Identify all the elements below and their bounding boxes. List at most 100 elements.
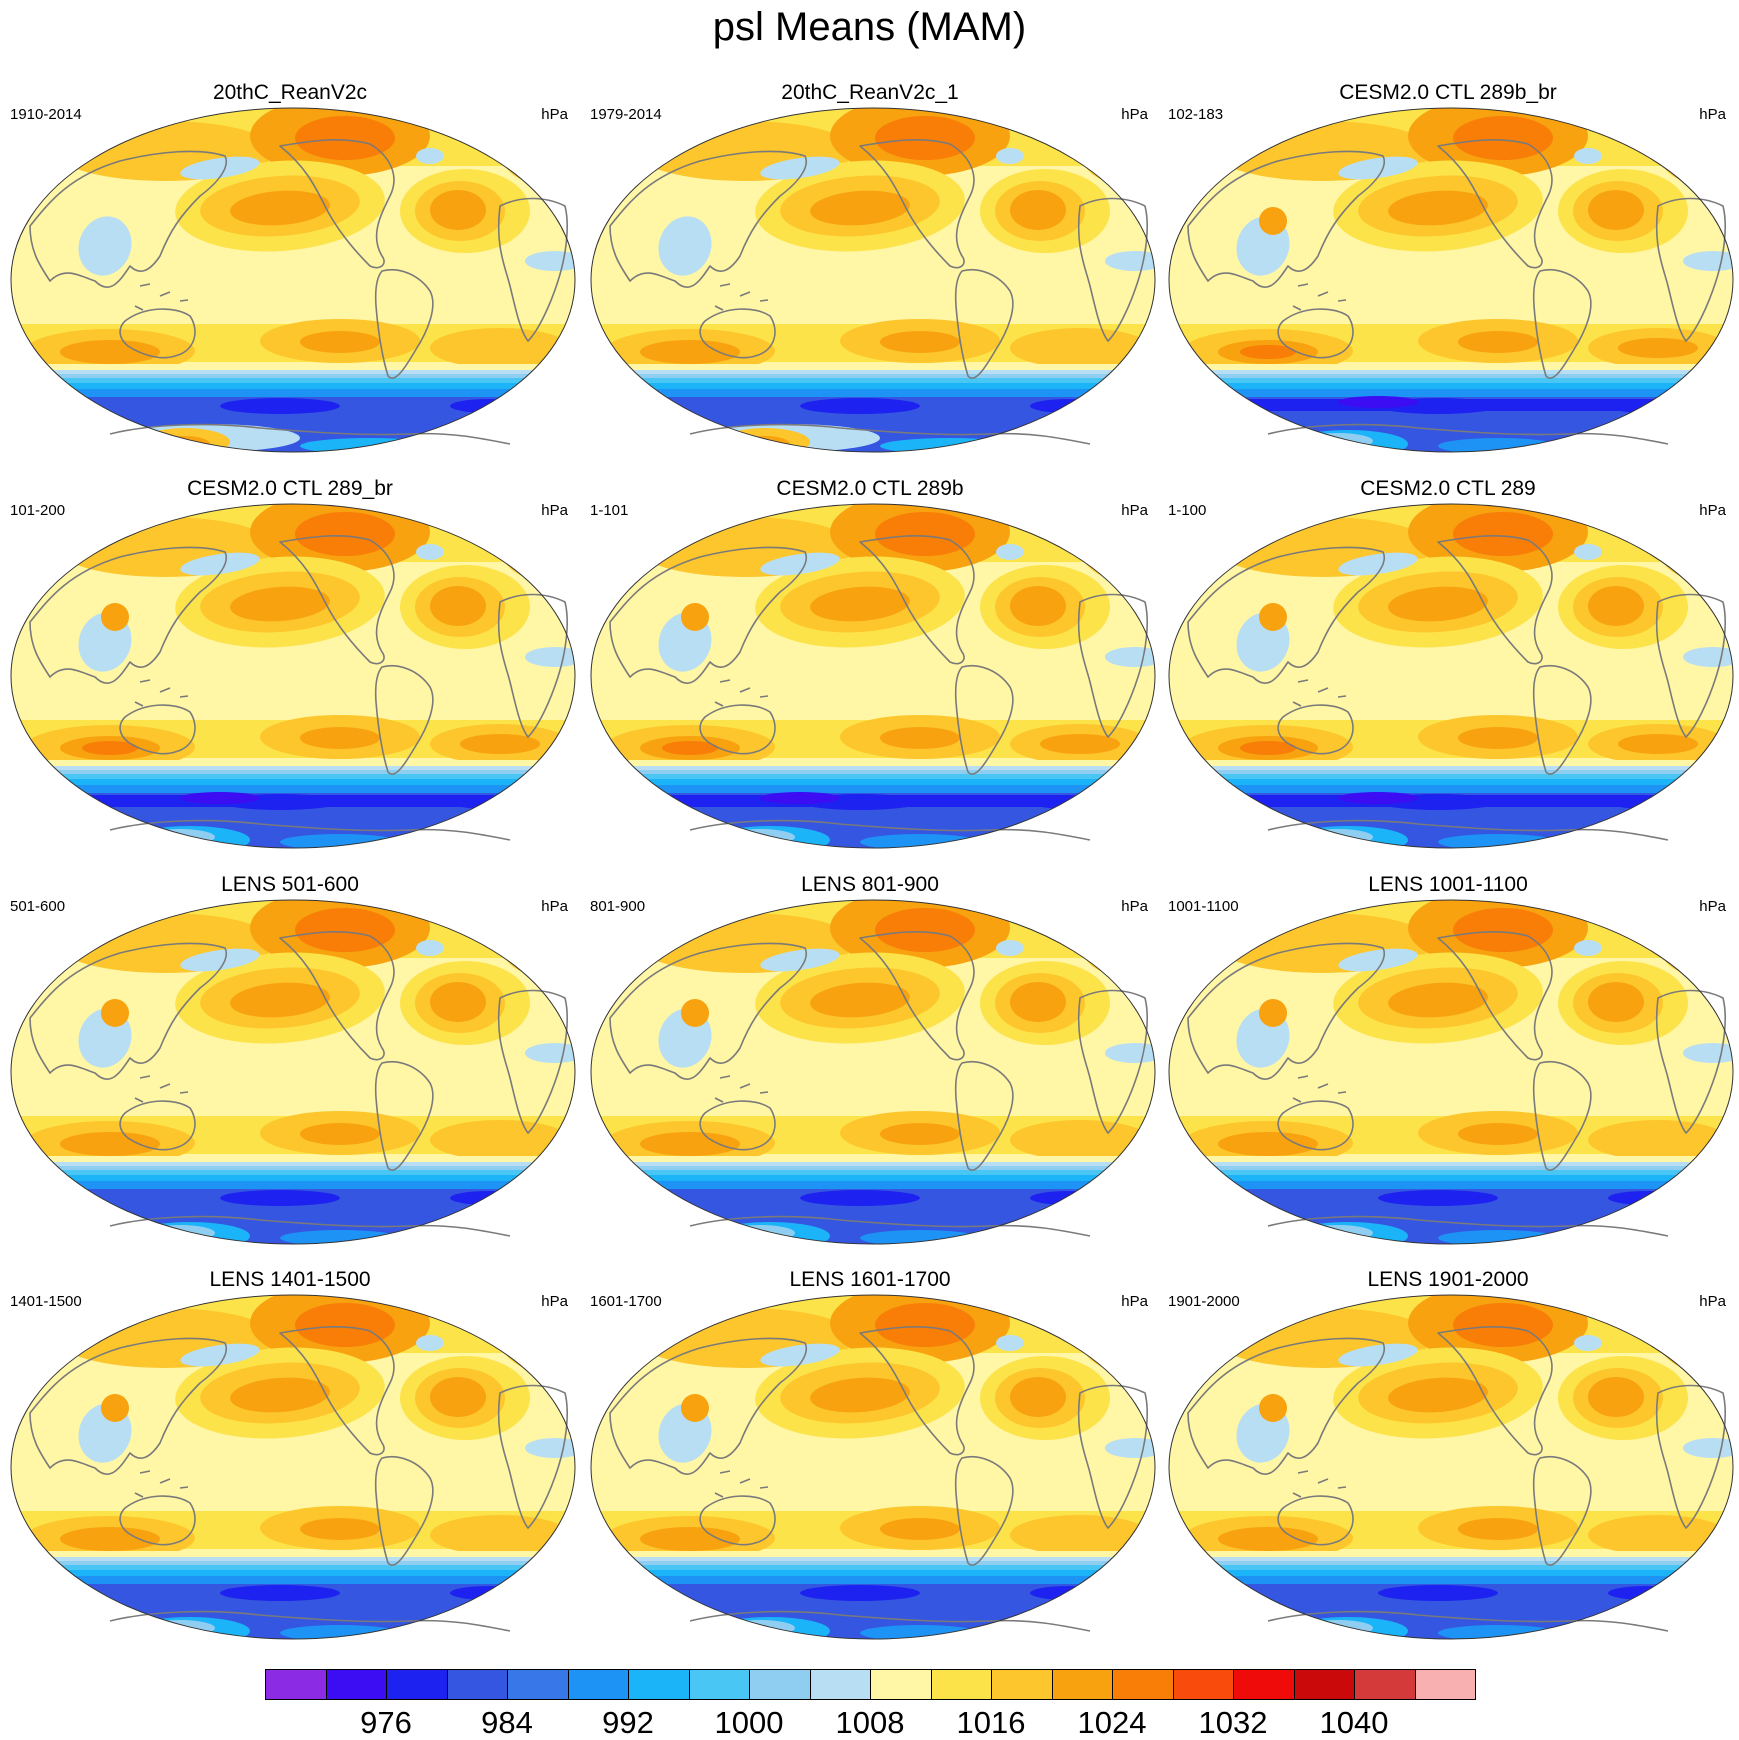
map-panel: 20thC_ReanV2c_1 1979-2014 hPa <box>580 80 1160 475</box>
australia-coastline <box>699 704 776 755</box>
coastlines <box>1187 1326 1726 1632</box>
panel-units-label: hPa <box>1699 106 1726 123</box>
eurasia-coastline <box>29 1337 227 1475</box>
islands-coastline <box>134 283 189 311</box>
eurasia-coastline <box>1187 546 1385 684</box>
australia-coastline <box>1277 1495 1354 1546</box>
australia-coastline <box>119 308 196 359</box>
antarctica-coastline <box>109 423 511 445</box>
antarctica-coastline <box>109 1215 511 1237</box>
map-panel: LENS 1401-1500 1401-1500 hPa <box>0 1267 580 1662</box>
coastlines <box>29 1326 568 1632</box>
coastlines <box>609 139 1148 445</box>
australia-coastline <box>1277 308 1354 359</box>
antarctica-coastline <box>1267 1215 1669 1237</box>
colorbar-box <box>809 1669 871 1700</box>
map-panel: LENS 801-900 801-900 hPa <box>580 872 1160 1267</box>
map-panel: CESM2.0 CTL 289 1-100 hPa <box>1158 476 1738 871</box>
africa-europe-coastline <box>1077 197 1148 342</box>
panel-period-label: 102-183 <box>1168 106 1224 123</box>
south-america-coastline <box>954 269 1014 379</box>
panel-units-label: hPa <box>541 106 568 123</box>
colorbar-box <box>688 1669 750 1700</box>
coastlines <box>1187 139 1726 445</box>
psl-map <box>1168 899 1734 1245</box>
africa-europe-coastline <box>1655 593 1726 738</box>
north-america-coastline <box>1437 931 1553 1061</box>
antarctica-coastline <box>109 819 511 841</box>
eurasia-coastline <box>609 150 807 288</box>
colorbar-box <box>749 1669 811 1700</box>
colorbar-box <box>1172 1669 1234 1700</box>
map-border <box>590 1294 1156 1640</box>
eurasia-coastline <box>29 942 227 1080</box>
panel-title: 20thC_ReanV2c_1 <box>781 81 959 104</box>
map-border <box>1168 107 1734 453</box>
north-america-coastline <box>859 139 975 269</box>
map-border <box>590 503 1156 849</box>
north-america-coastline <box>1437 535 1553 665</box>
panel-units-label: hPa <box>1121 1293 1148 1310</box>
colorbar-box <box>1051 1669 1113 1700</box>
panel-units-label: hPa <box>541 898 568 915</box>
north-america-coastline <box>279 535 395 665</box>
psl-map <box>590 899 1156 1245</box>
africa-europe-coastline <box>1077 989 1148 1134</box>
antarctica-coastline <box>109 1610 511 1632</box>
antarctica-coastline <box>1267 423 1669 445</box>
africa-europe-coastline <box>1077 1384 1148 1529</box>
psl-map <box>1168 1294 1734 1640</box>
panel-units-label: hPa <box>1699 1293 1726 1310</box>
panel-period-label: 101-200 <box>10 502 66 519</box>
south-america-coastline <box>374 665 434 775</box>
colorbar-box <box>265 1669 327 1700</box>
islands-coastline <box>1292 1470 1347 1498</box>
panel-title: CESM2.0 CTL 289_br <box>187 477 393 500</box>
islands-coastline <box>134 679 189 707</box>
colorbar-tick-label: 976 <box>360 1705 412 1740</box>
panel-units-label: hPa <box>541 1293 568 1310</box>
north-america-coastline <box>859 535 975 665</box>
colorbar <box>265 1669 1476 1702</box>
antarctica-coastline <box>689 819 1091 841</box>
eurasia-coastline <box>1187 942 1385 1080</box>
australia-coastline <box>699 1100 776 1151</box>
panel-title: LENS 1601-1700 <box>789 1268 951 1291</box>
colorbar-tick-label: 1032 <box>1198 1705 1268 1740</box>
colorbar-box <box>507 1669 569 1700</box>
north-america-coastline <box>279 139 395 269</box>
colorbar-box <box>1354 1669 1416 1700</box>
psl-map <box>10 899 576 1245</box>
australia-coastline <box>1277 704 1354 755</box>
north-america-coastline <box>279 931 395 1061</box>
africa-europe-coastline <box>1655 1384 1726 1529</box>
colorbar-tick-label: 984 <box>481 1705 533 1740</box>
coastlines <box>609 535 1148 841</box>
africa-europe-coastline <box>497 1384 568 1529</box>
map-panel: CESM2.0 CTL 289_br 101-200 hPa <box>0 476 580 871</box>
north-america-coastline <box>279 1326 395 1456</box>
australia-coastline <box>699 308 776 359</box>
eurasia-coastline <box>1187 1337 1385 1475</box>
coastlines <box>1187 931 1726 1237</box>
psl-map <box>1168 107 1734 453</box>
islands-coastline <box>714 679 769 707</box>
colorbar-tick-label: 992 <box>602 1705 654 1740</box>
panel-title: LENS 1401-1500 <box>209 1268 371 1291</box>
map-border <box>10 107 576 453</box>
panel-period-label: 1601-1700 <box>590 1293 662 1310</box>
africa-europe-coastline <box>1655 197 1726 342</box>
eurasia-coastline <box>29 150 227 288</box>
map-panel: LENS 501-600 501-600 hPa <box>0 872 580 1267</box>
africa-europe-coastline <box>497 989 568 1134</box>
antarctica-coastline <box>1267 1610 1669 1632</box>
panel-title: LENS 1901-2000 <box>1367 1268 1529 1291</box>
colorbar-tick-label: 1024 <box>1077 1705 1147 1740</box>
psl-map <box>590 1294 1156 1640</box>
map-border <box>10 503 576 849</box>
colorbar-box <box>1233 1669 1295 1700</box>
colorbar-box <box>870 1669 932 1700</box>
africa-europe-coastline <box>497 593 568 738</box>
panel-units-label: hPa <box>541 502 568 519</box>
colorbar-box <box>628 1669 690 1700</box>
